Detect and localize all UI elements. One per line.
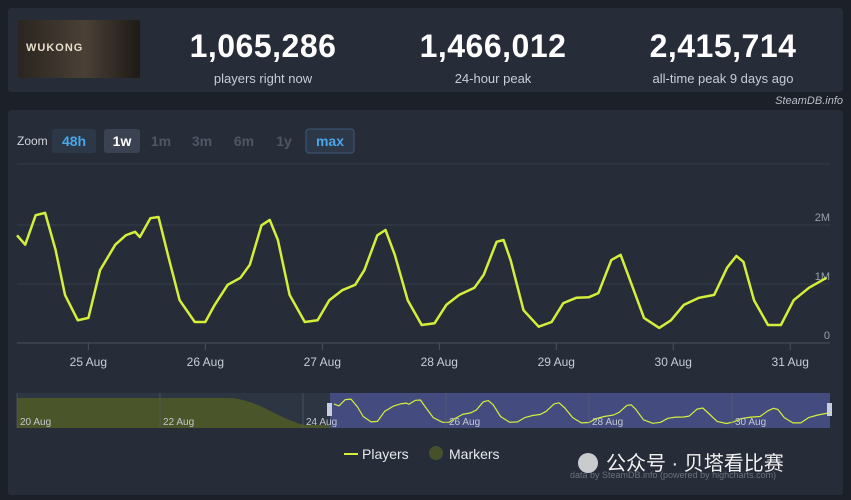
credits: data by SteamDB.info (powered by highcha… [570, 470, 776, 480]
y-tick-label: 0 [824, 330, 830, 342]
chart-panel [8, 110, 843, 495]
watermark-icon [578, 453, 598, 473]
stat-label: 24-hour peak [454, 71, 532, 86]
game-image-text: WUKONG [26, 42, 84, 54]
zoom-button[interactable]: 1m [151, 133, 171, 149]
zoom-button[interactable]: 1y [276, 133, 292, 149]
stat-value: 1,065,286 [189, 28, 337, 64]
legend-label[interactable]: Players [362, 446, 409, 462]
navigator-history-area [17, 398, 330, 428]
navigator-line [333, 398, 829, 425]
stat: 1,065,286 players right now [153, 28, 373, 86]
navigator-label: 24 Aug [306, 417, 337, 428]
navigator-label: 30 Aug [735, 417, 766, 428]
zoom-button[interactable]: 3m [192, 133, 212, 149]
zoom-button-bg[interactable] [52, 129, 96, 153]
source-link[interactable]: SteamDB.info [775, 95, 843, 107]
legend-swatch [429, 446, 443, 460]
y-tick-label: 2M [815, 212, 830, 224]
stat-value: 1,466,012 [419, 28, 567, 64]
zoom-button[interactable]: 6m [234, 133, 254, 149]
zoom-button-bg[interactable] [305, 128, 355, 154]
legend-label[interactable]: Markers [449, 446, 500, 462]
x-tick-label: 30 Aug [655, 355, 692, 369]
zoom-button-bg[interactable] [104, 129, 140, 153]
x-tick-label: 31 Aug [772, 355, 809, 369]
zoom-label: Zoom [17, 134, 48, 148]
stats-panel: WUKONG 1,065,286 players right now 1,466… [8, 8, 843, 92]
navigator-label: 28 Aug [592, 417, 623, 428]
x-tick-label: 28 Aug [421, 355, 458, 369]
stat: 1,466,012 24-hour peak [383, 28, 603, 86]
y-tick-label: 1M [815, 271, 830, 283]
navigator-label: 20 Aug [20, 417, 51, 428]
zoom-button[interactable]: max [316, 133, 344, 149]
x-tick-label: 27 Aug [304, 355, 341, 369]
stat-value: 2,415,714 [649, 28, 797, 64]
navigator-label: 26 Aug [449, 417, 480, 428]
navigator-label: 22 Aug [163, 417, 194, 428]
x-tick-label: 29 Aug [538, 355, 575, 369]
zoom-button[interactable]: 48h [62, 133, 86, 149]
game-image: WUKONG [18, 20, 140, 78]
x-tick-label: 25 Aug [70, 355, 107, 369]
series-line [16, 211, 828, 330]
x-tick-label: 26 Aug [187, 355, 224, 369]
stat-label: players right now [213, 71, 313, 86]
stat: 2,415,714 all-time peak 9 days ago [613, 28, 833, 86]
navigator-handle[interactable] [327, 403, 332, 416]
watermark: 公众号 · 贝塔看比赛 [606, 452, 784, 475]
navigator-handle[interactable] [827, 403, 832, 416]
zoom-button[interactable]: 1w [113, 133, 132, 149]
stat-label: all-time peak 9 days ago [652, 71, 794, 86]
zoom-bar: Zoom 48h 1w 1m 3m 6m 1y max [17, 128, 355, 154]
